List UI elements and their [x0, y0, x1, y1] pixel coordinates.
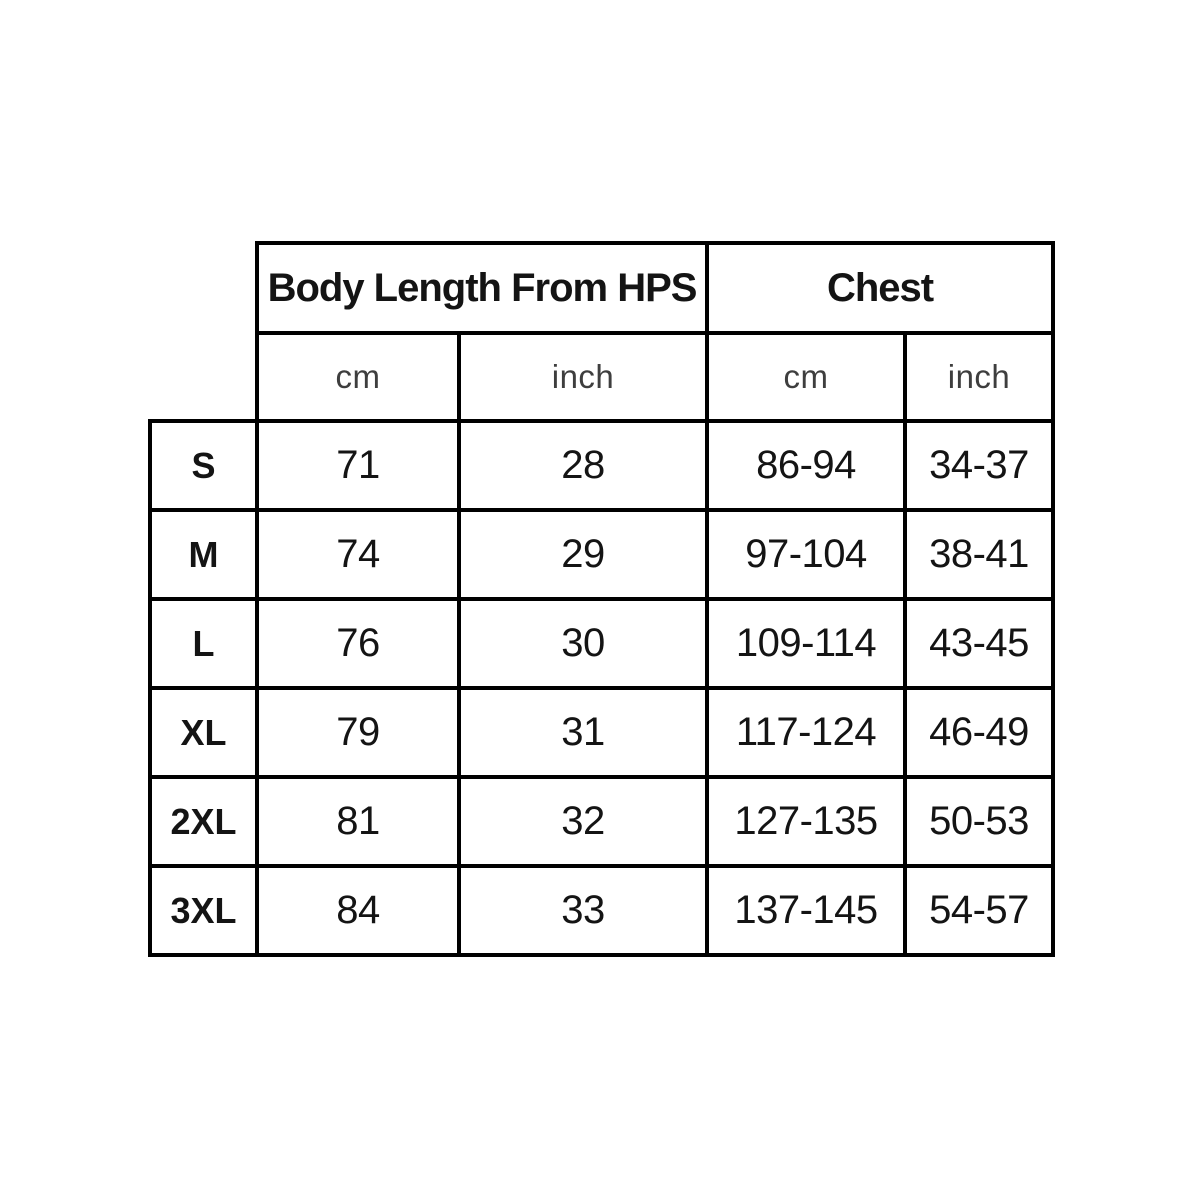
value-chest-cm: 109-114: [705, 597, 908, 690]
corner-spacer: [150, 243, 257, 333]
size-label: M: [148, 508, 259, 601]
value-chest-cm: 137-145: [705, 864, 908, 957]
value-body-length-inch: 30: [456, 597, 710, 690]
value-chest-cm: 97-104: [705, 508, 908, 601]
value-chest-inch: 34-37: [903, 419, 1056, 512]
size-label: S: [148, 419, 259, 512]
value-body-length-inch: 31: [456, 686, 710, 779]
value-body-length-inch: 28: [456, 419, 710, 512]
value-chest-cm: 127-135: [705, 775, 908, 868]
corner-spacer: [150, 333, 257, 421]
value-chest-cm: 86-94: [705, 419, 908, 512]
unit-header-chest-cm: cm: [705, 331, 908, 423]
table-row-xl: XL 79 31 117-124 46-49: [148, 686, 1056, 779]
table-row-2xl: 2XL 81 32 127-135 50-53: [148, 775, 1056, 868]
size-label: 2XL: [148, 775, 259, 868]
value-body-length-inch: 29: [456, 508, 710, 601]
value-body-length-cm: 84: [255, 864, 461, 957]
value-chest-inch: 46-49: [903, 686, 1056, 779]
value-body-length-cm: 76: [255, 597, 461, 690]
value-body-length-inch: 33: [456, 864, 710, 957]
table-row-s: S 71 28 86-94 34-37: [148, 419, 1056, 512]
size-label: XL: [148, 686, 259, 779]
value-body-length-cm: 79: [255, 686, 461, 779]
group-header-row: Body Length From HPS Chest: [150, 241, 1056, 335]
value-chest-inch: 50-53: [903, 775, 1056, 868]
value-chest-inch: 43-45: [903, 597, 1056, 690]
table-row-m: M 74 29 97-104 38-41: [148, 508, 1056, 601]
unit-header-body-length-cm: cm: [255, 331, 461, 423]
size-label: 3XL: [148, 864, 259, 957]
value-chest-inch: 54-57: [903, 864, 1056, 957]
unit-header-row: cm inch cm inch: [150, 331, 1056, 423]
column-group-chest: Chest: [705, 241, 1056, 335]
value-body-length-cm: 71: [255, 419, 461, 512]
column-group-body-length: Body Length From HPS: [254, 241, 710, 335]
value-body-length-cm: 74: [255, 508, 461, 601]
value-body-length-inch: 32: [456, 775, 710, 868]
unit-header-body-length-inch: inch: [456, 331, 710, 423]
value-chest-inch: 38-41: [903, 508, 1056, 601]
size-label: L: [148, 597, 259, 690]
table-row-l: L 76 30 109-114 43-45: [148, 597, 1056, 690]
size-chart-table: Body Length From HPS Chest cm inch cm in…: [148, 241, 1056, 957]
table-row-3xl: 3XL 84 33 137-145 54-57: [148, 864, 1056, 957]
value-chest-cm: 117-124: [705, 686, 908, 779]
value-body-length-cm: 81: [255, 775, 461, 868]
unit-header-chest-inch: inch: [903, 331, 1056, 423]
